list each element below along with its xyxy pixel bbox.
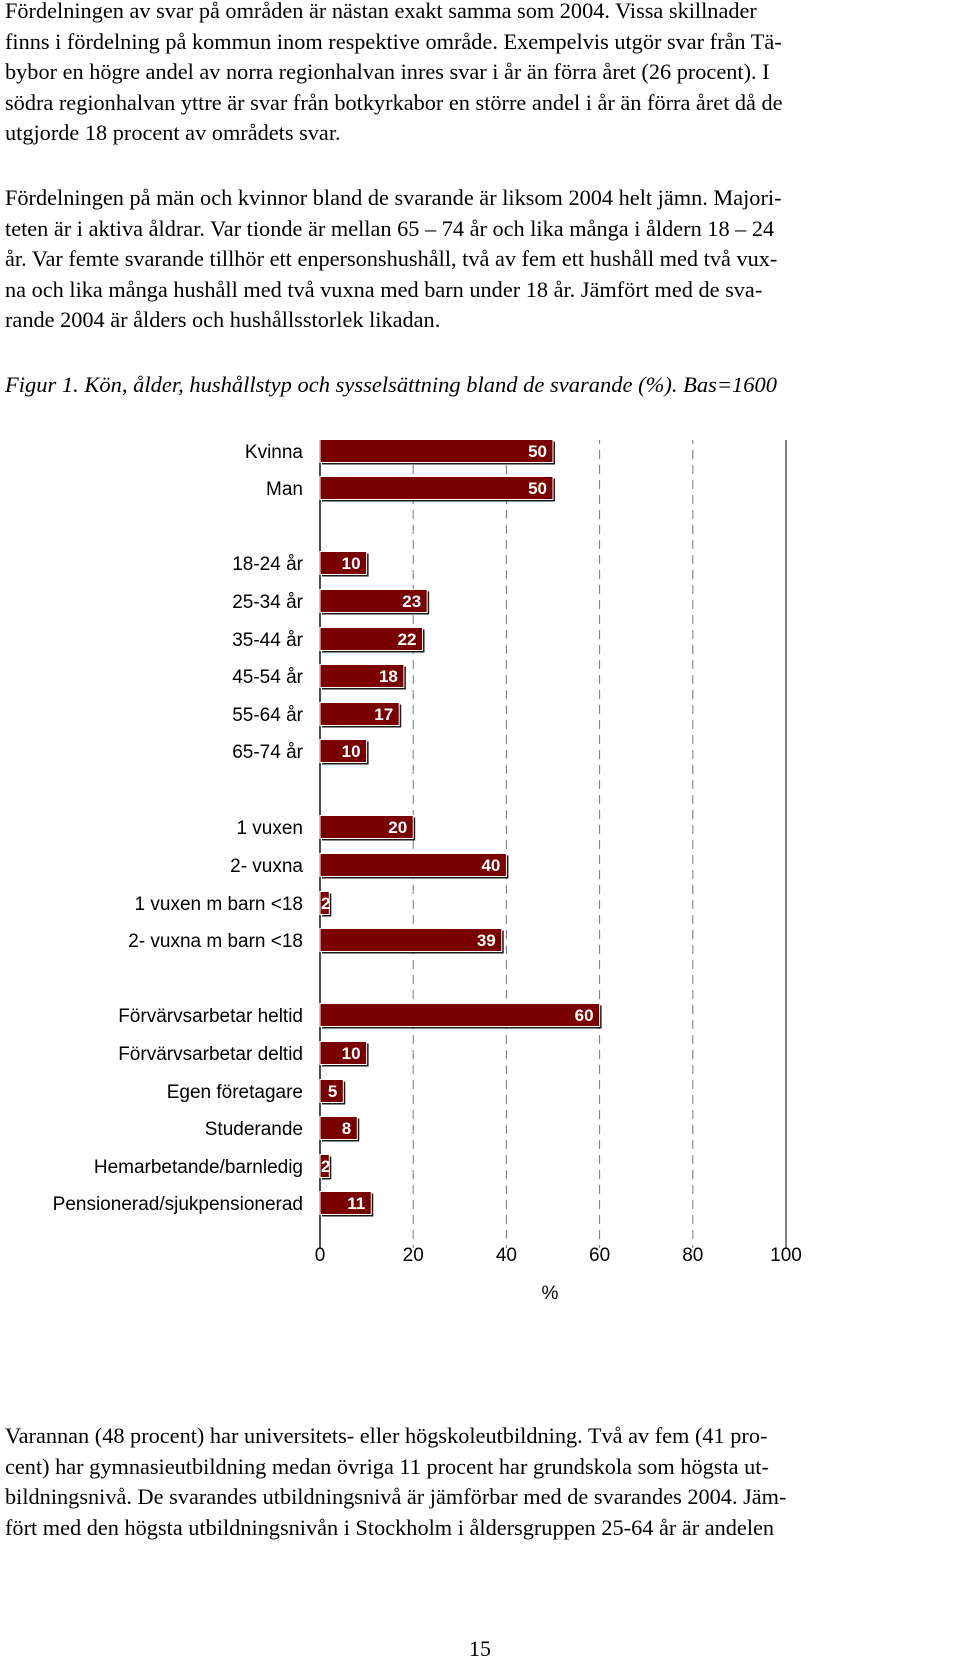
category-label: Pensionerad/sjukpensionerad: [53, 1194, 303, 1215]
text-line: teten är i aktiva åldrar. Var tionde är …: [5, 215, 775, 241]
text-line: na och lika många hushåll med två vuxna …: [5, 276, 763, 302]
paragraph-2: Fördelningen på män och kvinnor bland de…: [5, 183, 955, 336]
category-label: Egen företagare: [167, 1082, 303, 1103]
bar-value-label: 10: [342, 742, 361, 761]
x-tick-label: 40: [496, 1245, 517, 1266]
bar-value-label: 11: [347, 1194, 365, 1213]
category-label: 25-34 år: [232, 592, 303, 613]
bar: [319, 476, 554, 500]
category-label: Förvärvsarbetar heltid: [118, 1006, 303, 1027]
category-label: Kvinna: [245, 442, 304, 463]
x-tick-label: 0: [315, 1245, 326, 1266]
bar: [319, 702, 400, 726]
bar-value-label: 50: [528, 479, 547, 498]
bar: [319, 1003, 601, 1027]
x-tick-label: 100: [770, 1245, 802, 1266]
bar: [319, 627, 424, 651]
page-number: 15: [469, 1636, 491, 1661]
bar-value-label: 20: [388, 818, 407, 837]
bar-value-label: 10: [342, 1044, 361, 1063]
bar: [319, 739, 368, 763]
bar: [319, 1079, 344, 1103]
bar-value-label: 60: [575, 1006, 594, 1025]
bar: [319, 1041, 368, 1065]
text-line: finns i fördelning på kommun inom respek…: [5, 28, 782, 54]
bar-value-label: 39: [477, 931, 496, 950]
category-label: 65-74 år: [232, 742, 303, 763]
bar-value-label: 2: [321, 894, 330, 913]
bar-value-label: 8: [342, 1119, 351, 1138]
bar: [319, 853, 507, 877]
bar: [319, 928, 503, 952]
bar-value-label: 23: [402, 592, 421, 611]
category-label: 1 vuxen: [236, 818, 303, 839]
category-label: 55-64 år: [232, 705, 303, 726]
text-line: fört med den högsta utbildningsnivån i S…: [5, 1514, 775, 1540]
x-axis-label: %: [542, 1283, 559, 1304]
category-label: Man: [266, 479, 303, 500]
text-line: rande 2004 är ålders och hushållsstorlek…: [5, 307, 441, 333]
bar-value-label: 18: [379, 667, 398, 686]
bar: [319, 891, 330, 915]
text-line: bildningsnivå. De svarandes utbildningsn…: [5, 1484, 787, 1510]
paragraph-1: Fördelningen av svar på områden är nästa…: [5, 0, 955, 149]
text-line: bybor en högre andel av norra regionhalv…: [5, 59, 770, 85]
category-label: 2- vuxna: [230, 856, 303, 877]
x-tick-label: 20: [403, 1245, 424, 1266]
bar-value-label: 50: [528, 442, 547, 461]
text-line: södra regionhalvan yttre är svar från bo…: [5, 89, 783, 115]
text-line: Fördelningen på män och kvinnor bland de…: [5, 185, 782, 210]
x-tick-label: 60: [589, 1245, 610, 1266]
bar: [319, 1116, 358, 1140]
text-line: cent) har gymnasieutbildning medan övrig…: [5, 1453, 769, 1479]
bar-value-label: 5: [328, 1082, 337, 1101]
paragraph-3: Varannan (48 procent) har universitets- …: [5, 1421, 955, 1543]
bar: [319, 440, 554, 463]
x-tick-label: 80: [682, 1245, 703, 1266]
category-label: 1 vuxen m barn <18: [135, 894, 303, 915]
bar-value-label: 10: [342, 554, 361, 573]
bar-value-label: 2: [321, 1157, 330, 1176]
bar-value-label: 22: [398, 630, 417, 649]
bar: [319, 664, 405, 688]
category-label: 35-44 år: [232, 630, 303, 651]
category-label: 45-54 år: [232, 667, 303, 688]
text-line: år. Var femte svarande tillhör ett enper…: [5, 246, 778, 272]
text-line: utgjorde 18 procent av områdets svar.: [5, 120, 341, 146]
bar: [319, 589, 428, 613]
bar: [319, 815, 414, 839]
category-label: Hemarbetande/barnledig: [94, 1157, 303, 1178]
bar: [319, 551, 368, 575]
bar: [319, 1191, 372, 1215]
text-line: Varannan (48 procent) har universitets- …: [5, 1423, 768, 1448]
category-label: Studerande: [205, 1119, 303, 1140]
figure-caption: Figur 1. Kön, ålder, hushållstyp och sys…: [5, 372, 778, 397]
category-label: 18-24 år: [232, 554, 303, 575]
category-label: Förvärvsarbetar deltid: [118, 1044, 303, 1065]
bar-value-label: 17: [374, 705, 393, 724]
bar-value-label: 40: [481, 856, 500, 875]
category-label: 2- vuxna m barn <18: [128, 931, 303, 952]
text-line: Fördelningen av svar på områden är nästa…: [5, 0, 757, 23]
figure-1-chart: 0 20 40 60 80 100% Kvinna 50 Man 50 18-24 år 10 25-3…: [53, 440, 802, 1304]
bar: [319, 1154, 330, 1178]
